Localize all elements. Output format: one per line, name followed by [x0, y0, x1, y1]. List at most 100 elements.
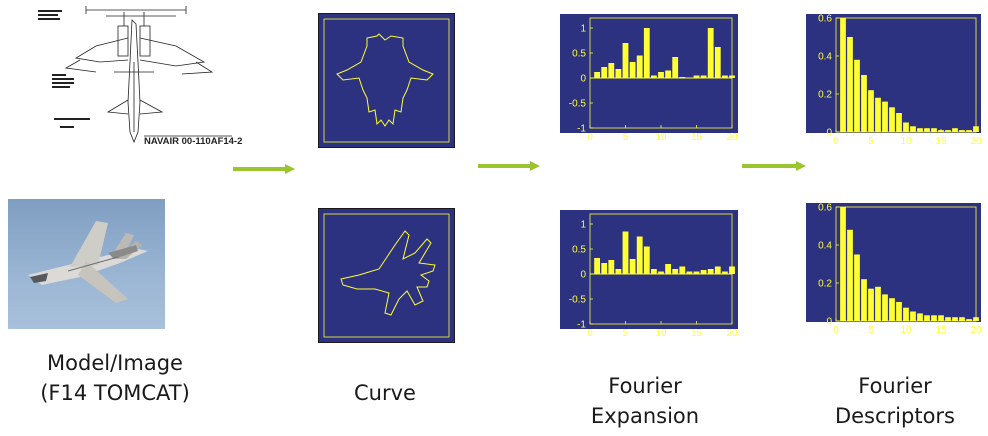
bar [622, 231, 629, 274]
bar [875, 97, 881, 132]
bar [707, 269, 714, 274]
bar [679, 77, 686, 78]
bar [658, 271, 664, 274]
y-tick-label: 0 [580, 270, 586, 281]
fourier-descriptors-bottom-svg: 0.6 0.4 0.2 00 5 10 15 20 [806, 203, 982, 336]
y-tick-label: -0.5 [569, 295, 587, 306]
y-tick-label: 0.2 [818, 279, 832, 290]
bar [650, 75, 657, 78]
y-tick-label: 1 [580, 220, 586, 231]
bar [889, 298, 895, 321]
bar [672, 269, 679, 274]
x-tick-label: 5 [623, 132, 629, 143]
bar [608, 260, 615, 274]
x-tick-label: 10 [900, 325, 912, 336]
bar [938, 315, 944, 321]
caption-expansion-line1: Fourier [608, 374, 682, 398]
bar [945, 130, 951, 132]
bar [959, 130, 965, 132]
arrow-curve-to-expansion [478, 161, 540, 171]
bar [721, 75, 728, 78]
arrow-expansion-to-descriptors [742, 161, 806, 171]
x-tick-label: 10 [655, 132, 667, 143]
bar [594, 72, 601, 78]
y-tick-label: 0.5 [572, 49, 586, 60]
caption-model-line1: Model/Image [47, 351, 183, 375]
bar [931, 315, 937, 321]
bar [629, 62, 636, 78]
fourier-descriptors-top-svg: 0.6 0.4 0.2 00 5 10 15 20 [806, 14, 982, 147]
bar [966, 319, 972, 321]
bar [665, 70, 672, 78]
bar [847, 229, 853, 321]
x-tick-label: 15 [691, 132, 703, 143]
x-tick-label: 20 [726, 132, 738, 143]
bar [693, 271, 700, 274]
bar [931, 128, 937, 132]
bar [896, 113, 902, 132]
bar [658, 72, 664, 78]
fourier-expansion-chart-bottom: 1 0.5 0 -0.5 -1 0 5 10 15 20 [560, 210, 738, 343]
bar [601, 67, 608, 78]
bar [917, 313, 923, 321]
bar [693, 75, 700, 78]
bar [721, 271, 728, 274]
bar [679, 266, 686, 274]
fourier-expansion-top-svg: 10.50-0.5-10 5 10 15 20 [560, 14, 738, 143]
arrow-model-to-curve [233, 164, 295, 174]
bar [686, 271, 693, 274]
bar [875, 286, 881, 321]
y-tick-label: -1 [577, 320, 586, 331]
y-tick-label: 0 [580, 74, 586, 85]
bar [714, 47, 721, 78]
x-tick-label: 20 [970, 325, 981, 336]
bar [924, 128, 930, 132]
x-tick-label: 15 [935, 325, 947, 336]
x-tick-label: 20 [970, 136, 981, 147]
bar [615, 69, 622, 78]
bar [594, 258, 601, 274]
bar [714, 266, 721, 274]
bar [700, 75, 707, 78]
y-tick-label: 0.5 [572, 245, 586, 256]
bar [629, 259, 636, 274]
y-tick-label: 0.2 [818, 90, 832, 101]
bar [636, 55, 643, 78]
bar [840, 18, 846, 132]
blueprint-drawing: NAVAIR 00-110AF14-2 [36, 2, 242, 154]
bar [854, 59, 860, 132]
bar [672, 57, 679, 78]
aircraft-contour-bottom [340, 230, 436, 316]
bar [861, 279, 867, 321]
bar [868, 90, 874, 132]
bar [854, 254, 860, 321]
bar [615, 269, 622, 274]
bar [643, 246, 650, 274]
bar [903, 122, 909, 132]
caption-descriptors-line2: Descriptors [834, 404, 956, 428]
y-tick-label: 0 [826, 317, 832, 328]
bar [952, 317, 958, 321]
bar [910, 311, 916, 321]
x-tick-label: 5 [868, 136, 874, 147]
bar [910, 126, 916, 132]
aircraft-contour-top [336, 33, 434, 127]
x-tick-label: 15 [691, 328, 703, 339]
bar [945, 317, 951, 321]
bar [700, 270, 707, 274]
caption-model-image: Model/Image (F14 TOMCAT) [20, 348, 210, 408]
blueprint-label: NAVAIR 00-110AF14-2 [144, 136, 243, 147]
fourier-expansion-chart-top: 1 0.5 0 -0.5 -1 0 5 10 15 20 [560, 14, 738, 147]
bar [861, 75, 867, 132]
curve-bottom-svg [323, 213, 450, 338]
bar [707, 28, 714, 78]
y-tick-label: 0 [826, 128, 832, 139]
x-tick-label: 0 [587, 132, 593, 143]
bar [729, 266, 735, 274]
x-tick-label: 5 [868, 325, 874, 336]
bar [847, 37, 853, 132]
y-tick-label: 0.6 [818, 203, 832, 214]
x-tick-label: 0 [587, 328, 593, 339]
x-tick-label: 15 [935, 136, 947, 147]
y-tick-label: 1 [580, 24, 586, 35]
